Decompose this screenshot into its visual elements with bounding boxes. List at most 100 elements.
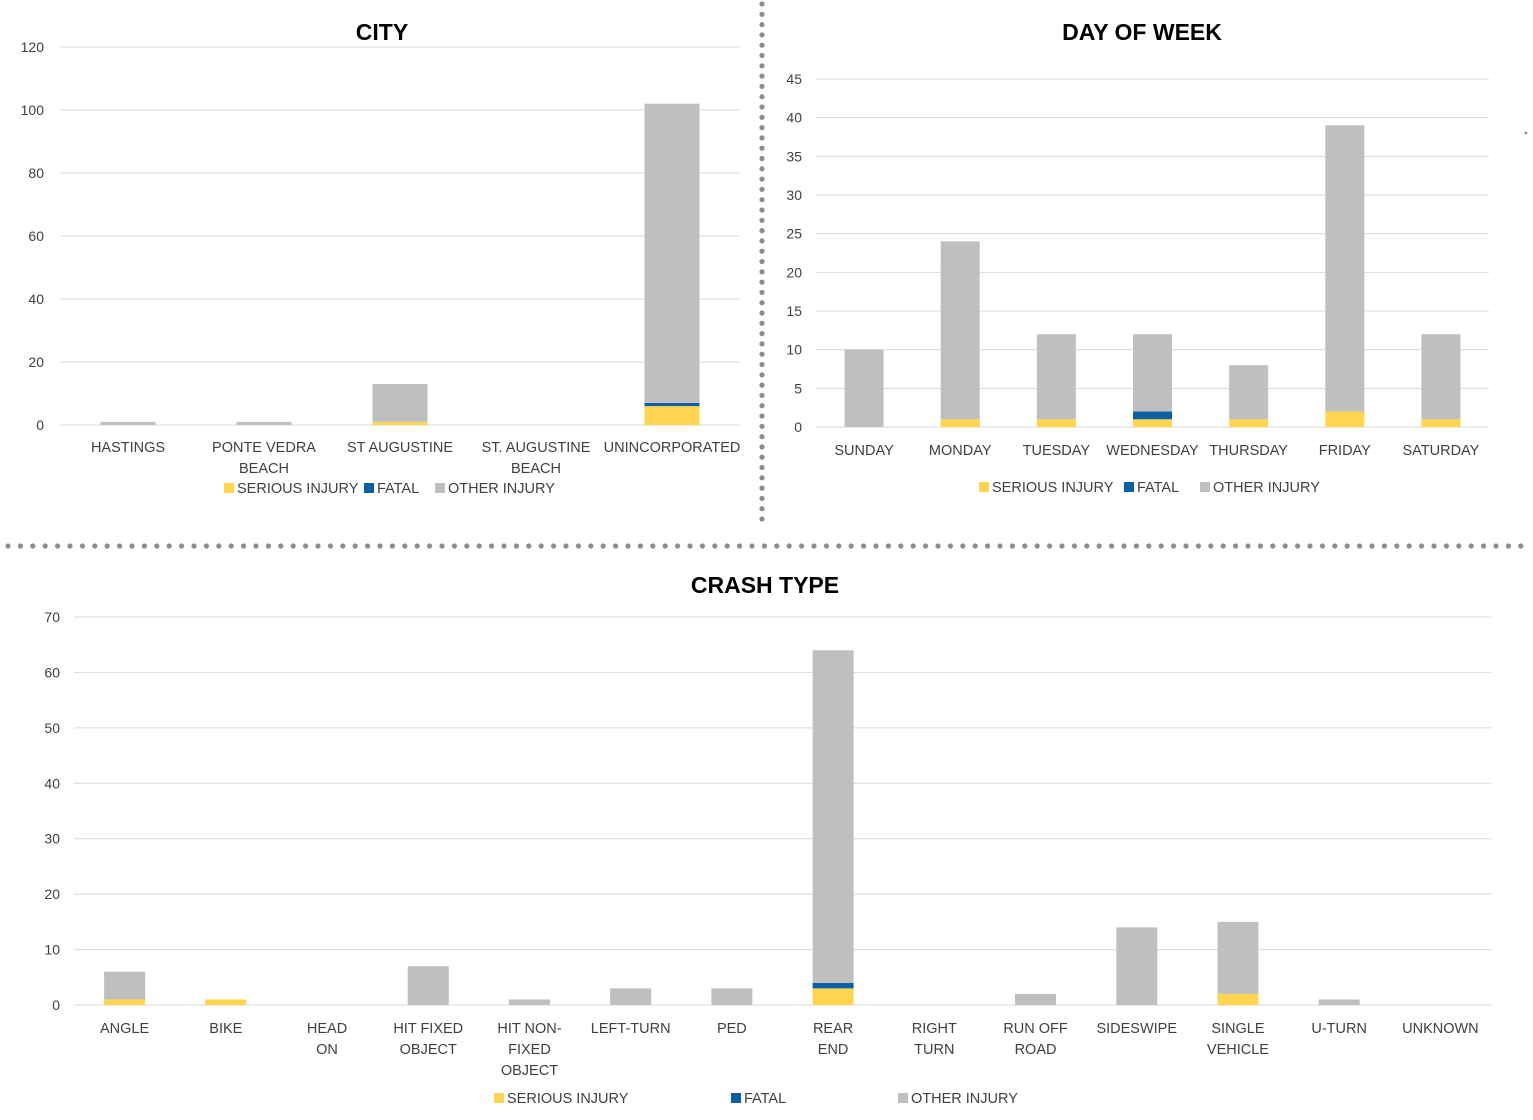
crash-type-chart-title: CRASH TYPE <box>691 572 839 598</box>
bar-segment-other <box>1036 334 1076 420</box>
separator-dot <box>1381 543 1387 549</box>
legend-label: OTHER INJURY <box>1213 480 1320 496</box>
category-label: MONDAY <box>929 443 992 459</box>
category-label: PED <box>717 1021 747 1037</box>
separator-dot <box>861 543 867 549</box>
category-label: RUN OFF ROAD <box>1003 1021 1068 1058</box>
y-tick-label: 100 <box>21 102 45 118</box>
separator-dot <box>563 543 569 549</box>
y-tick-label: 50 <box>44 720 60 736</box>
separator-dot <box>759 63 765 69</box>
separator-dot <box>823 543 830 549</box>
separator-dot <box>1369 543 1375 549</box>
separator-dot <box>1109 543 1115 549</box>
separator-dot <box>389 543 395 549</box>
separator-dot <box>662 543 668 549</box>
separator-dot <box>1022 543 1028 549</box>
separator-dot <box>759 197 765 203</box>
category-label: UNKNOWN <box>1402 1021 1479 1037</box>
y-tick-label: 15 <box>786 303 802 319</box>
y-tick-label: 10 <box>44 942 60 958</box>
separator-dot <box>141 543 147 549</box>
separator-dot <box>699 543 706 549</box>
separator-dot <box>1431 543 1437 549</box>
separator-dot <box>1344 543 1350 549</box>
separator-dot <box>55 543 61 549</box>
separator-dot <box>1034 543 1040 549</box>
separator-dot <box>759 423 765 429</box>
separator-dot <box>1183 543 1189 549</box>
separator-dot <box>1270 543 1276 549</box>
bar-segment-other <box>508 999 550 1005</box>
city-chart-title: CITY <box>356 19 408 45</box>
separator-dot <box>1245 543 1251 549</box>
separator-dot <box>1171 543 1177 549</box>
separator-dot <box>588 543 594 549</box>
bar-segment-serious <box>1325 411 1365 427</box>
separator-dot <box>1295 543 1301 549</box>
bar-segment-other <box>100 421 156 425</box>
separator-dot <box>759 454 765 460</box>
category-label: PONTE VEDRA BEACH <box>212 440 316 477</box>
separator-dot <box>759 125 765 131</box>
bar-segment-serious <box>1036 419 1076 427</box>
separator-dot <box>104 543 110 549</box>
bar-segment-fatal <box>644 402 700 407</box>
separator-dot <box>637 543 644 549</box>
separator-dot <box>786 543 792 549</box>
legend-swatch-other <box>898 1093 908 1103</box>
bar-segment-serious <box>940 419 980 427</box>
separator-dot <box>1257 543 1263 549</box>
separator-dot <box>759 495 765 501</box>
y-tick-label: 5 <box>794 380 802 396</box>
separator-dot <box>898 543 904 549</box>
separator-dot <box>216 543 222 549</box>
separator-dot <box>1071 543 1077 549</box>
separator-dot <box>759 361 765 368</box>
separator-dot <box>799 543 805 549</box>
category-label: U-TURN <box>1311 1021 1367 1037</box>
city-chart: CITY 0 20 40 60 80 100 120 HASTINGS PONTE VEDRA B… <box>21 19 741 497</box>
separator-dot <box>427 543 433 549</box>
y-tick-label: 120 <box>21 39 45 55</box>
legend-label: SERIOUS INJURY <box>237 481 359 497</box>
y-tick-label: 20 <box>786 264 802 280</box>
separator-dot <box>759 331 765 337</box>
separator-dot <box>613 543 619 549</box>
separator-dot <box>759 351 765 357</box>
category-label: HEAD ON <box>307 1021 347 1058</box>
separator-dot <box>811 543 817 549</box>
separator-dot <box>759 11 765 17</box>
separator-dot <box>42 543 48 549</box>
separator-dot <box>1096 543 1102 549</box>
separator-dot <box>228 543 234 549</box>
y-tick-label: 0 <box>52 997 60 1013</box>
day-of-week-chart-title: DAY OF WEEK <box>1062 19 1222 45</box>
y-tick-label: 45 <box>786 71 802 87</box>
separator-dot <box>836 543 842 549</box>
separator-dot <box>203 543 209 549</box>
category-label: ANGLE <box>100 1021 149 1037</box>
separator-dot <box>1332 543 1338 549</box>
separator-dot <box>759 392 765 398</box>
separator-dot <box>551 543 557 549</box>
separator-dot <box>873 543 879 549</box>
y-tick-label: 0 <box>36 417 44 433</box>
category-label: HASTINGS <box>91 440 165 456</box>
bar-segment-other <box>1229 365 1269 420</box>
category-label: TUESDAY <box>1023 443 1091 459</box>
category-label: LEFT-TURN <box>591 1021 671 1037</box>
legend-swatch-serious <box>979 482 989 492</box>
separator-dot <box>1394 543 1400 549</box>
legend-label: OTHER INJURY <box>448 481 555 497</box>
bar-segment-serious <box>644 406 700 425</box>
separator-dot <box>1518 543 1524 549</box>
separator-dot <box>774 543 780 549</box>
separator-dot <box>749 543 755 549</box>
category-label: HIT NON-FIXED OBJECT <box>497 1021 561 1079</box>
separator-dot <box>489 543 495 549</box>
separator-dot <box>712 543 718 549</box>
separator-dot <box>377 543 383 549</box>
category-label: SIDESWIPE <box>1096 1021 1177 1037</box>
